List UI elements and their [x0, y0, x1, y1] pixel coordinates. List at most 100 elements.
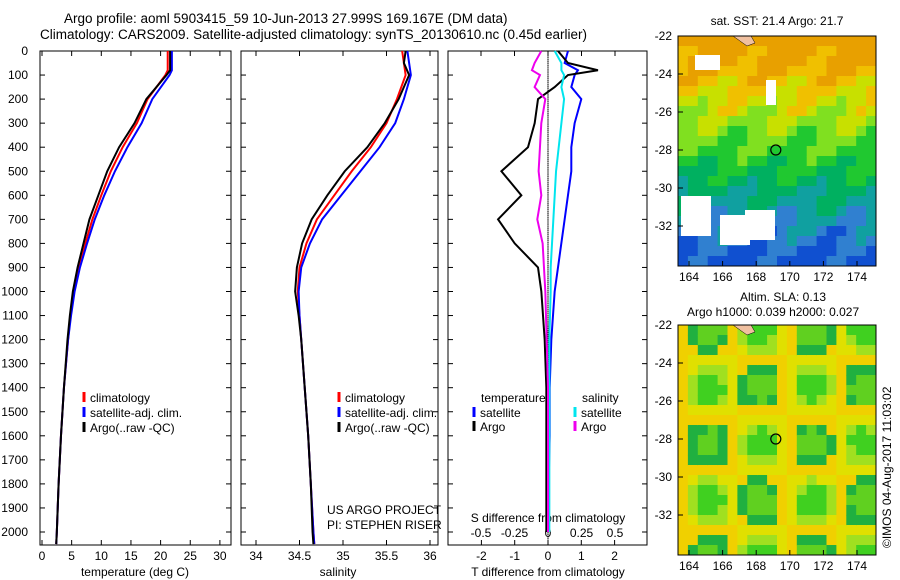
- sla-map-cell: [747, 455, 758, 466]
- sla-map-cell: [757, 435, 768, 446]
- sst-map-cell: [816, 126, 827, 137]
- sst-map-cell: [826, 156, 837, 167]
- sst-map-cell: [757, 186, 768, 197]
- sst-map-cell: [747, 116, 758, 127]
- sla-map-cell: [806, 415, 818, 426]
- sst-map-cell: [816, 106, 827, 117]
- sst-map-cell: [796, 46, 808, 57]
- sst-map-cell: [737, 146, 748, 157]
- lat-tick-label: -28: [655, 143, 673, 157]
- sla-map-cell: [836, 495, 847, 506]
- sla-map-cell: [806, 495, 818, 506]
- sla-map-cell: [727, 545, 738, 556]
- sst-map-cell: [737, 186, 748, 197]
- sla-map-cell: [856, 415, 867, 426]
- sst-map-cell: [866, 156, 877, 167]
- sla-map-cell: [767, 495, 778, 506]
- depth-tick-label: 1200: [1, 333, 28, 347]
- sla-map-cell: [707, 425, 719, 436]
- sla-map-cell: [687, 425, 699, 436]
- sla-map-cell: [816, 405, 827, 416]
- sst-map-cell: [796, 76, 808, 87]
- sst-map-cell: [816, 236, 827, 247]
- sla-map-cell: [866, 485, 877, 496]
- sst-map-cell: [687, 46, 699, 57]
- sst-map-cell: [777, 106, 788, 117]
- sla-map-cell: [737, 475, 748, 486]
- sst-map-cell: [678, 116, 689, 127]
- sla-map-cell: [816, 355, 827, 366]
- diff-legend-item: satellite: [581, 406, 622, 420]
- sst-map-cell: [707, 86, 719, 97]
- sst-map-cell: [846, 216, 857, 227]
- sla-map-cell: [786, 345, 798, 356]
- sla-map-cell: [806, 465, 818, 476]
- sst-map-cell: [866, 206, 877, 217]
- sla-map-cell: [678, 395, 689, 406]
- sst-map-cell: [678, 76, 689, 87]
- depth-tick-label: 1400: [1, 381, 28, 395]
- sla-map-cell: [777, 515, 788, 526]
- temperature-tick-label: 30: [213, 549, 227, 563]
- sla-map-cell: [846, 515, 857, 526]
- sla-map-cell: [697, 415, 709, 426]
- sst-map-cell: [856, 126, 867, 137]
- sla-map-cell: [747, 375, 758, 386]
- sst-map-cell: [707, 206, 719, 217]
- salinity-tick-label: 34: [249, 549, 263, 563]
- sla-map-cell: [687, 545, 699, 556]
- sst-map-cell: [866, 196, 877, 207]
- sla-map-cell: [826, 355, 837, 366]
- sdiff-tick-label: 0: [545, 526, 552, 540]
- sla-map-cell: [727, 345, 738, 356]
- sla-map-cell: [846, 345, 857, 356]
- sla-map-cell: [806, 395, 818, 406]
- sla-map-cell: [866, 445, 877, 456]
- sla-map-cell: [697, 545, 709, 556]
- sla-map-cell: [747, 335, 758, 346]
- salinity-axis-label: salinity: [320, 565, 357, 579]
- sst-map-cell: [826, 66, 837, 77]
- lat-tick-label: -22: [655, 318, 673, 332]
- sla-map-cell: [866, 435, 877, 446]
- sla-map-cell: [786, 425, 798, 436]
- sla-map-cell: [717, 495, 728, 506]
- sst-map-cell: [727, 136, 738, 147]
- sst-map-cell: [707, 196, 719, 207]
- sla-map-cell: [737, 545, 748, 556]
- sst-map-cell: [826, 216, 837, 227]
- sst-map-cell: [846, 206, 857, 217]
- sst-map-cell: [816, 66, 827, 77]
- temperature-legend-item: Argo(..raw -QC): [90, 421, 175, 435]
- sst-map-cell: [777, 116, 788, 127]
- sla-map-cell: [786, 465, 798, 476]
- sst-map-cell: [826, 236, 837, 247]
- sla-map-cell: [707, 375, 719, 386]
- sla-map-cell: [727, 395, 738, 406]
- sst-map-cell: [737, 46, 748, 57]
- sst-map-cell: [697, 126, 709, 137]
- sst-map-cell: [806, 106, 818, 117]
- sla-map-cell: [806, 405, 818, 416]
- sla-map-cell: [786, 485, 798, 496]
- sst-map-cell: [727, 156, 738, 167]
- sla-map-cell: [707, 475, 719, 486]
- salinity-panel: [240, 50, 439, 546]
- sla-map-cell: [757, 495, 768, 506]
- sst-map-cell: [846, 46, 857, 57]
- sla-map-cell: [856, 405, 867, 416]
- sst-map-cell: [806, 246, 818, 257]
- sst-map-cell: [777, 226, 788, 237]
- sla-map-cell: [757, 335, 768, 346]
- missing-data-patch: [766, 80, 776, 105]
- sla-map-cell: [747, 505, 758, 516]
- sst-map-cell: [846, 76, 857, 87]
- sst-map-cell: [757, 256, 768, 267]
- sla-map-cell: [846, 355, 857, 366]
- sla-map-cell: [796, 495, 808, 506]
- sst-map-cell: [678, 86, 689, 97]
- sdiff-tick-label: -0.25: [501, 526, 529, 540]
- sla-map-cell: [747, 475, 758, 486]
- sla-map-cell: [836, 485, 847, 496]
- sst-map-cell: [777, 176, 788, 187]
